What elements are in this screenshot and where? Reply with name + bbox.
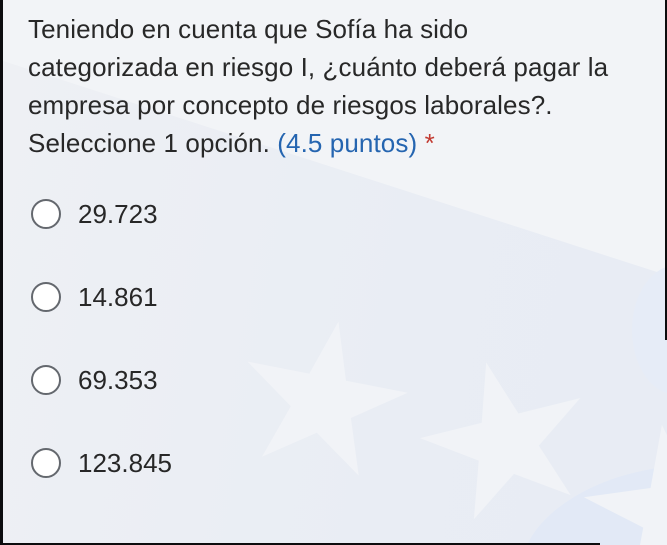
option-label[interactable]: 123.845 — [78, 448, 172, 478]
option-row-1[interactable]: 29.723 — [28, 199, 657, 229]
window-edge-bottom — [0, 543, 600, 545]
radio-button-icon[interactable] — [31, 365, 61, 395]
option-label[interactable]: 29.723 — [78, 199, 158, 229]
option-row-4[interactable]: 123.845 — [28, 448, 657, 478]
points-label: (4.5 puntos) — [277, 128, 418, 158]
radio-button-icon[interactable] — [31, 199, 61, 229]
radio-button-icon[interactable] — [31, 448, 61, 478]
radio-button-icon[interactable] — [31, 282, 61, 312]
required-asterisk: * — [424, 128, 435, 158]
option-row-2[interactable]: 14.861 — [28, 282, 657, 312]
option-label[interactable]: 14.861 — [78, 282, 158, 312]
option-label[interactable]: 69.353 — [78, 365, 158, 395]
question-line: empresa por concepto de riesgos laborale… — [28, 90, 553, 120]
question-line: Teniendo en cuenta que Sofía ha sido — [28, 14, 469, 44]
options-list: 29.723 14.861 69.353 123.845 — [28, 199, 657, 478]
question-block: Teniendo en cuenta que Sofía ha sido cat… — [28, 10, 657, 478]
question-line: categorizada en riesgo I, ¿cuánto deberá… — [28, 52, 609, 82]
window-edge-right — [665, 0, 667, 340]
question-text: Teniendo en cuenta que Sofía ha sido cat… — [28, 10, 657, 162]
window-edge-left — [0, 0, 3, 545]
question-line: Seleccione 1 opción. (4.5 puntos) * — [28, 124, 657, 162]
question-instruction: Seleccione 1 opción. — [28, 128, 270, 158]
option-row-3[interactable]: 69.353 — [28, 365, 657, 395]
